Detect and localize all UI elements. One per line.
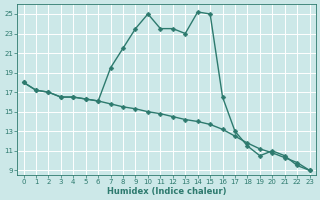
X-axis label: Humidex (Indice chaleur): Humidex (Indice chaleur) bbox=[107, 187, 226, 196]
